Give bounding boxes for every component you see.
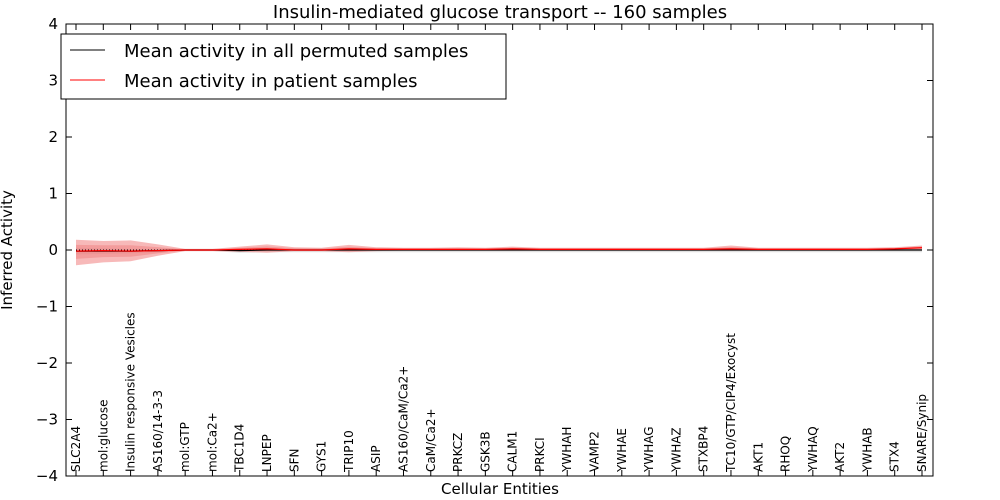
legend-box <box>60 33 507 100</box>
legend: Mean activity in all permuted samples Me… <box>60 33 507 100</box>
category-label: PRKCZ <box>451 433 465 472</box>
category-label: YWHAZ <box>669 427 683 473</box>
category-label: AS160/14-3-3 <box>151 390 165 472</box>
category-label: CaM/Ca2+ <box>424 408 438 472</box>
category-label: SNARE/Synip <box>915 394 929 472</box>
category-label: TRIP10 <box>342 430 356 473</box>
category-label: GYS1 <box>315 441 329 472</box>
category-label: LNPEP <box>260 434 274 472</box>
category-label: YWHAE <box>615 428 629 473</box>
y-tick-label: −2 <box>36 354 58 372</box>
y-tick-label: −4 <box>36 467 58 485</box>
line-patient-mean <box>75 247 923 252</box>
y-tick-label: 4 <box>48 15 58 33</box>
y-tick-label: 3 <box>48 72 58 90</box>
category-label: SFN <box>287 449 301 473</box>
x-axis-label: Cellular Entities <box>441 480 559 498</box>
y-tick-label: −1 <box>36 298 58 316</box>
category-label: STX4 <box>888 441 902 472</box>
category-label: mol:Ca2+ <box>206 412 220 472</box>
category-label: PRKCI <box>533 437 547 472</box>
y-tick-label: −3 <box>36 411 58 429</box>
band-patient-inner <box>76 244 922 259</box>
category-label: Insulin responsive Vesicles <box>124 312 138 472</box>
category-label: AS160/CaM/Ca2+ <box>397 366 411 472</box>
category-label: RHOQ <box>779 436 793 472</box>
category-label: SLC2A4 <box>69 426 83 472</box>
category-label: YWHAG <box>642 426 656 473</box>
y-axis-ticks: −4 −3 −2 −1 0 1 2 3 4 <box>36 15 933 485</box>
category-label: AKT2 <box>833 442 847 472</box>
category-label: mol:glucose <box>96 399 110 472</box>
legend-entry-patient: Mean activity in patient samples <box>124 71 418 92</box>
category-label: STXBP4 <box>697 426 711 472</box>
y-tick-label: 2 <box>48 128 58 146</box>
y-tick-label: 1 <box>48 185 58 203</box>
chart-title: Insulin-mediated glucose transport -- 16… <box>273 2 727 23</box>
category-label: YWHAQ <box>806 426 820 473</box>
category-label: TC10/GTP/CIP4/Exocyst <box>724 333 738 473</box>
legend-entry-permuted: Mean activity in all permuted samples <box>124 41 468 62</box>
category-label: ASIP <box>369 445 383 472</box>
y-axis-label: Inferred Activity <box>0 190 16 310</box>
category-label: mol:GTP <box>178 422 192 472</box>
category-label: GSK3B <box>478 431 492 472</box>
category-label: YWHAH <box>560 427 574 473</box>
series-lines <box>75 247 923 252</box>
category-label: YWHAB <box>860 427 874 473</box>
y-tick-label: 0 <box>48 241 58 259</box>
category-label: AKT1 <box>751 442 765 472</box>
x-category-labels: SLC2A4 mol:glucose Insulin responsive Vesi… <box>69 24 929 476</box>
category-label: TBC1D4 <box>233 424 247 473</box>
category-label: CALM1 <box>506 431 520 472</box>
category-label: VAMP2 <box>588 431 602 472</box>
